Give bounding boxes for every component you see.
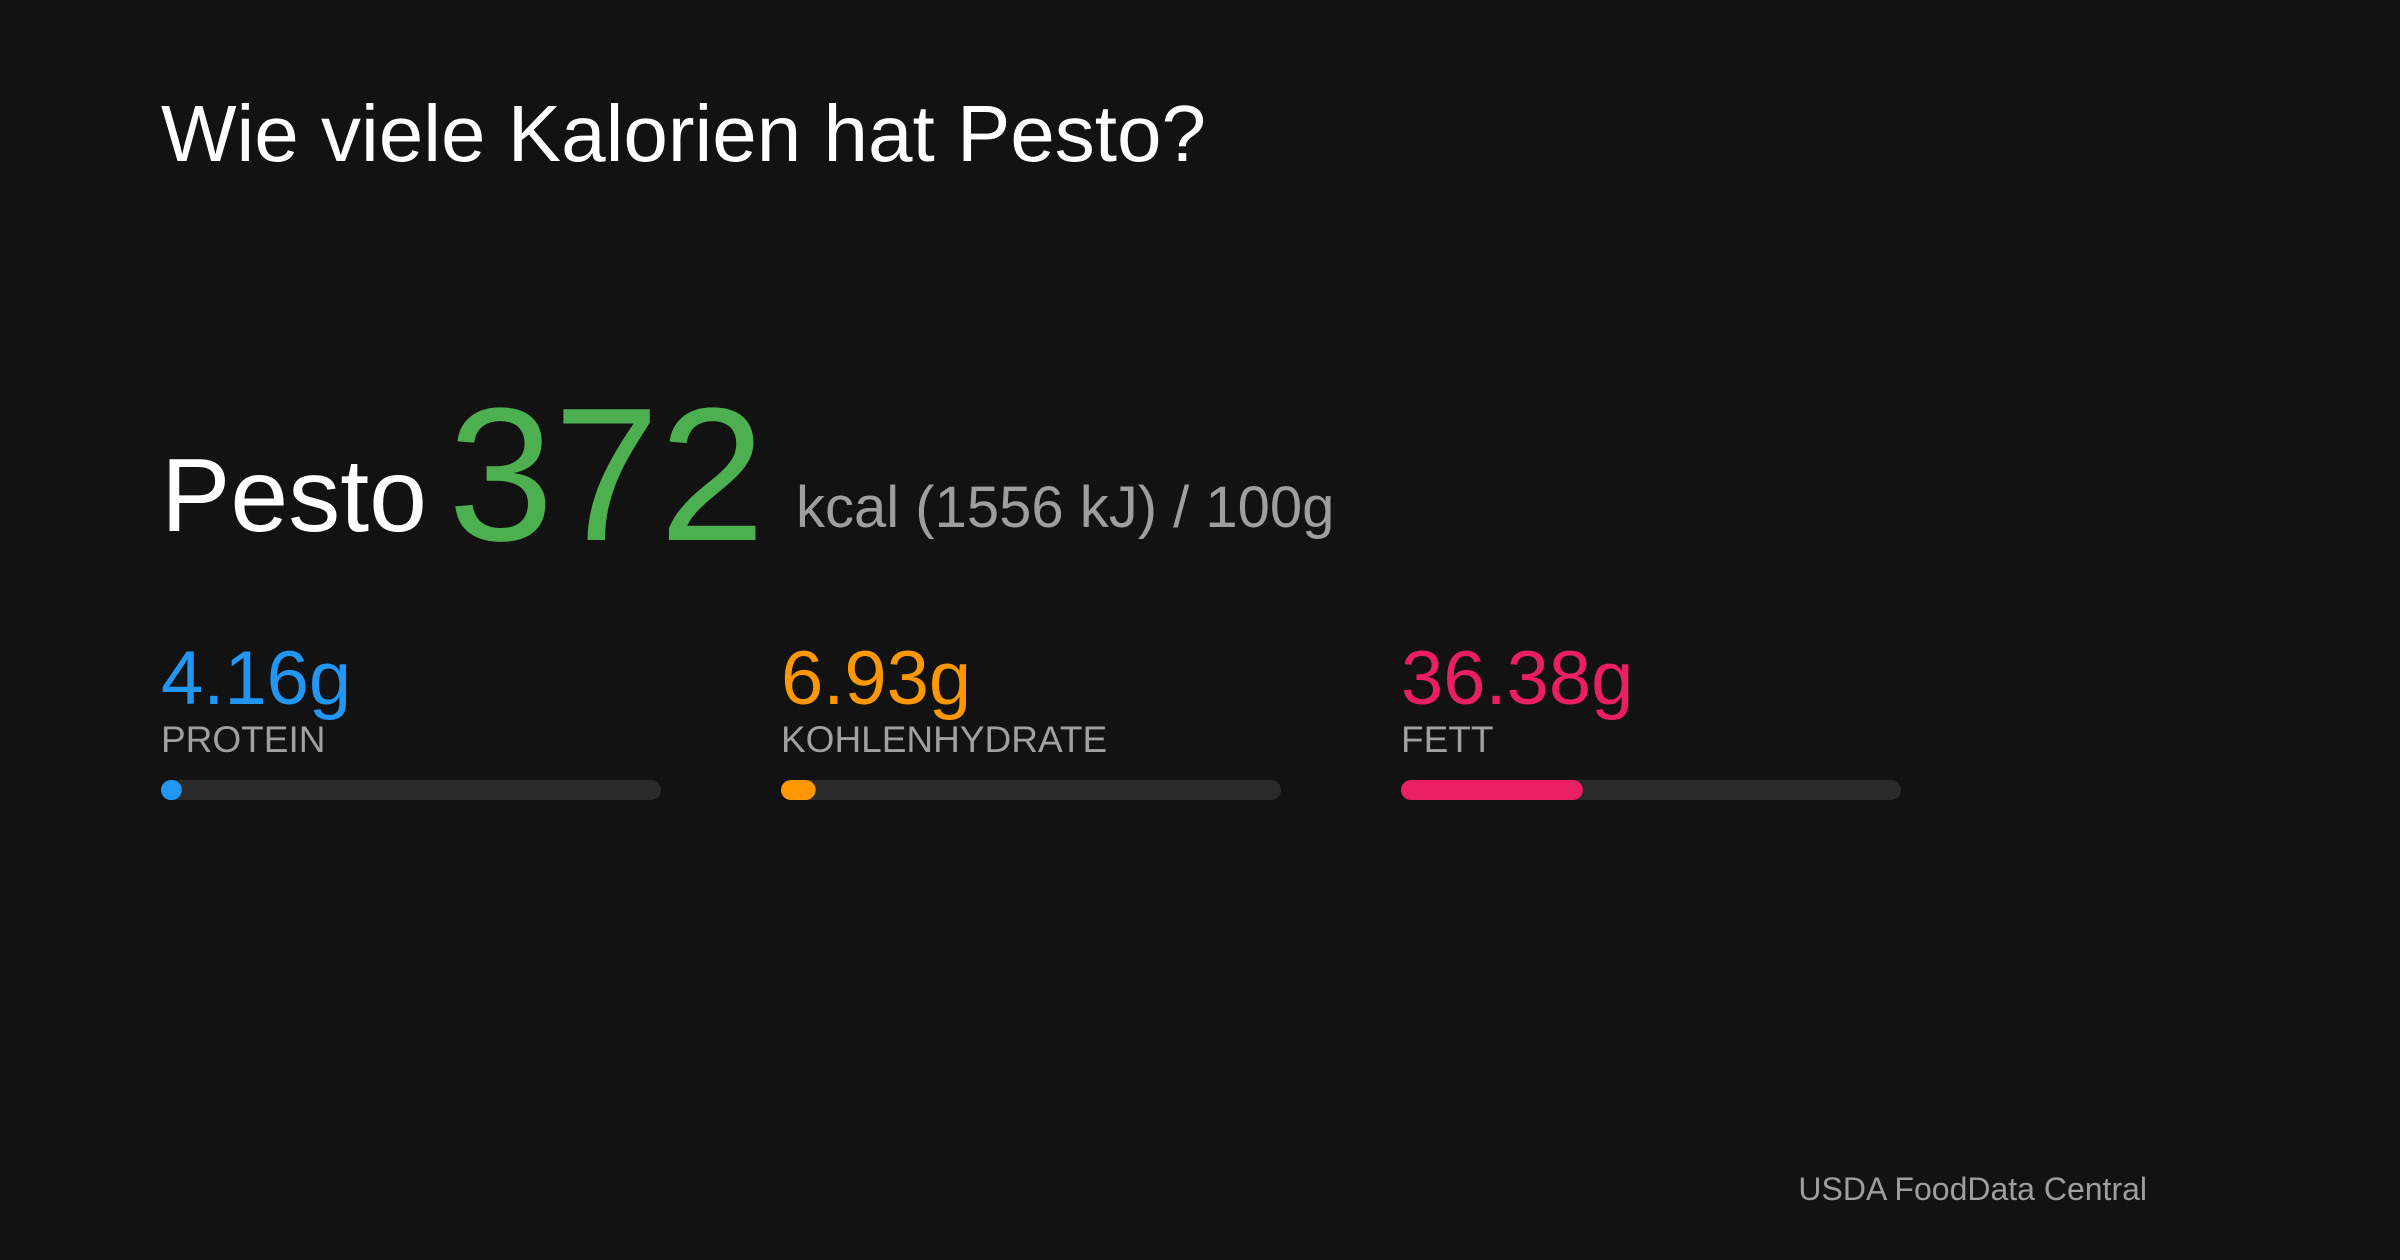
bar-fill	[1401, 780, 1583, 800]
unit-text: kcal (1556 kJ) / 100g	[796, 475, 1334, 540]
bar-fill	[781, 780, 816, 800]
food-name: Pesto	[161, 438, 427, 554]
bar-track	[781, 780, 1281, 800]
macro-value: 6.93g	[781, 636, 971, 721]
macro-label: KOHLENHYDRATE	[781, 719, 1107, 760]
title: Wie viele Kalorien hat Pesto?	[161, 89, 1206, 178]
bar-fill	[161, 780, 182, 800]
source: USDA FoodData Central	[1798, 1171, 2147, 1207]
bar-track	[161, 780, 661, 800]
macro-value: 36.38g	[1401, 636, 1633, 721]
macro-label: FETT	[1401, 719, 1493, 760]
macro-label: PROTEIN	[161, 719, 325, 760]
calories: 372	[448, 369, 765, 581]
macro-value: 4.16g	[161, 636, 351, 721]
